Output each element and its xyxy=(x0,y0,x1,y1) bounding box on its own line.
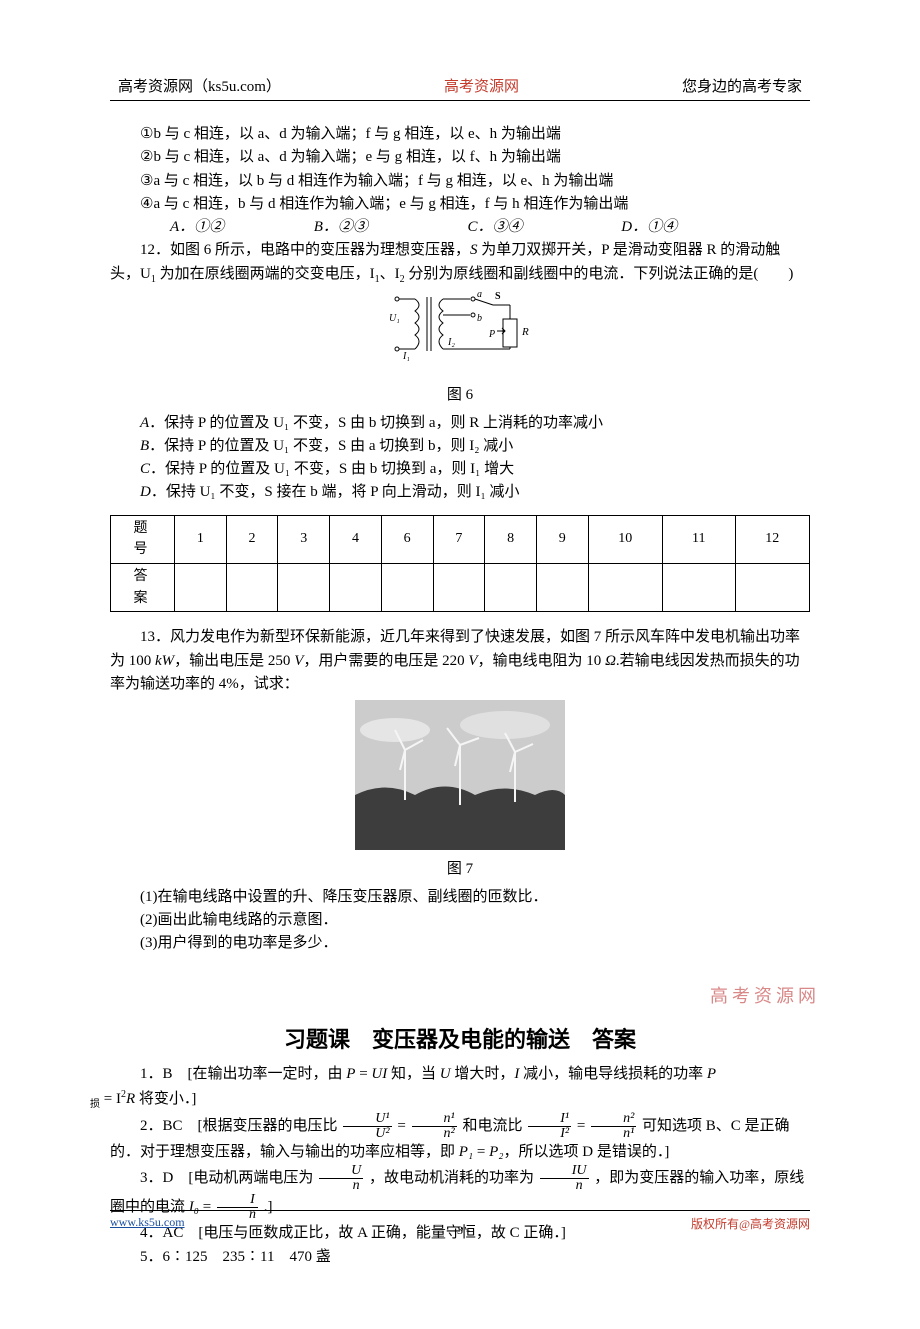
q13-stem: 13．风力发电作为新型环保新能源，近几年来得到了快速发展，如图 7 所示风车阵中… xyxy=(110,626,810,696)
q12-stem-s: S xyxy=(470,242,478,258)
col: 2 xyxy=(226,515,278,563)
row2-label: 答案 xyxy=(111,563,175,611)
col: 6 xyxy=(381,515,433,563)
answers-title: 习题课 变压器及电能的输送 答案 xyxy=(110,1023,810,1057)
ans5: 5．6∶125 235∶11 470 盏 xyxy=(110,1246,810,1269)
header-left: 高考资源网（ks5u.com） xyxy=(118,75,281,96)
line-4: ④a 与 c 相连，b 与 d 相连作为输入端；e 与 g 相连，f 与 h 相… xyxy=(110,193,810,216)
col: 1 xyxy=(175,515,227,563)
figure-6-label: 图 6 xyxy=(110,384,810,407)
header-center: 高考资源网 xyxy=(444,75,519,96)
opt-d: D．①④ xyxy=(591,216,677,239)
line-3: ③a 与 c 相连，以 b 与 d 相连作为输入端；f 与 g 相连，以 e、h… xyxy=(110,170,810,193)
q13-sub1: (1)在输电线路中设置的升、降压变压器原、副线圈的匝数比． xyxy=(110,886,810,909)
col: 7 xyxy=(433,515,485,563)
table-row: 答案 xyxy=(111,563,810,611)
circuit-diagram-icon: U₁ I₁ I₂ a b S P R xyxy=(385,291,535,376)
q12-opt-d: D．保持 U₁ 不变，S 接在 b 端，将 P 向上滑动，则 I₁ 减小 xyxy=(110,481,810,504)
q12-opt-a: A．保持 P 的位置及 U₁ 不变，S 由 b 切换到 a，则 R 上消耗的功率… xyxy=(110,412,810,435)
header-rule xyxy=(110,100,810,101)
q12-opt-b: B．保持 P 的位置及 U₁ 不变，S 由 a 切换到 b，则 I₂ 减小 xyxy=(110,435,810,458)
col: 12 xyxy=(735,515,809,563)
watermark: 高考资源网 xyxy=(710,983,820,1011)
svg-text:S: S xyxy=(495,291,501,302)
col: 11 xyxy=(662,515,735,563)
footer-copyright: 版权所有@高考资源网 xyxy=(691,1215,810,1232)
line-1: ①b 与 c 相连，以 a、d 为输入端；f 与 g 相连，以 e、h 为输出端 xyxy=(110,123,810,146)
ans2: 2．BC [根据变压器的电压比 U¹U² = n¹n² 和电流比 I¹I² = … xyxy=(110,1112,810,1164)
figure-7-label: 图 7 xyxy=(110,858,810,881)
svg-text:b: b xyxy=(477,313,482,324)
q12-stem-e: 分别为原线圈和副线圈中的电流．下列说法正确的是( ) xyxy=(405,266,794,282)
col: 9 xyxy=(536,515,588,563)
table-row: 题号 1 2 3 4 6 7 8 9 10 11 12 xyxy=(111,515,810,563)
row1-label: 题号 xyxy=(111,515,175,563)
q13-sub3: (3)用户得到的电功率是多少． xyxy=(110,932,810,955)
svg-text:R: R xyxy=(521,326,529,338)
col: 3 xyxy=(278,515,330,563)
q12-stem-c2: 为加在原线圈两端的交变电压，I xyxy=(156,266,375,282)
line-2: ②b 与 c 相连，以 a、d 为输入端；e 与 g 相连，以 f、h 为输出端 xyxy=(110,146,810,169)
q12-stem-a: 12．如图 6 所示，电路中的变压器为理想变压器， xyxy=(140,242,470,258)
svg-text:I₂: I₂ xyxy=(447,337,455,348)
q12-opt-c: C．保持 P 的位置及 U₁ 不变，S 由 b 切换到 a，则 I₁ 增大 xyxy=(110,458,810,481)
page-header: 高考资源网（ks5u.com） 高考资源网 您身边的高考专家 xyxy=(110,75,810,100)
opt-c: C．③④ xyxy=(438,216,588,239)
q12-stem-d: 、I xyxy=(380,266,400,282)
content-body: ①b 与 c 相连，以 a、d 为输入端；f 与 g 相连，以 e、h 为输出端… xyxy=(110,123,810,1269)
svg-text:P: P xyxy=(488,329,495,340)
figure-7: 图 7 xyxy=(110,700,810,882)
answer-table: 题号 1 2 3 4 6 7 8 9 10 11 12 答案 xyxy=(110,515,810,613)
col: 4 xyxy=(330,515,382,563)
q13-sub2: (2)画出此输电线路的示意图． xyxy=(110,909,810,932)
col: 10 xyxy=(588,515,662,563)
windfarm-photo-icon xyxy=(355,700,565,850)
svg-text:a: a xyxy=(477,291,482,300)
page-footer: www.ks5u.com - 3 - 版权所有@高考资源网 xyxy=(110,1210,810,1232)
q11-options: A．①② B．②③ C．③④ D．①④ xyxy=(110,216,810,239)
col: 8 xyxy=(485,515,537,563)
ans1: 1．B [在输出功率一定时，由 P = UI 知，当 U 增大时，I 减小，输电… xyxy=(110,1063,810,1112)
footer-url: www.ks5u.com xyxy=(110,1215,185,1232)
page-number: - 3 - xyxy=(450,1223,470,1238)
header-right: 您身边的高考专家 xyxy=(682,75,802,96)
opt-b: B．②③ xyxy=(284,216,434,239)
q12-stem: 12．如图 6 所示，电路中的变压器为理想变压器，S 为单刀双掷开关，P 是滑动… xyxy=(110,239,810,287)
figure-6: U₁ I₁ I₂ a b S P R 图 6 xyxy=(110,291,810,408)
opt-a: A．①② xyxy=(140,216,280,239)
svg-text:U₁: U₁ xyxy=(389,313,400,324)
svg-text:I₁: I₁ xyxy=(402,351,410,362)
